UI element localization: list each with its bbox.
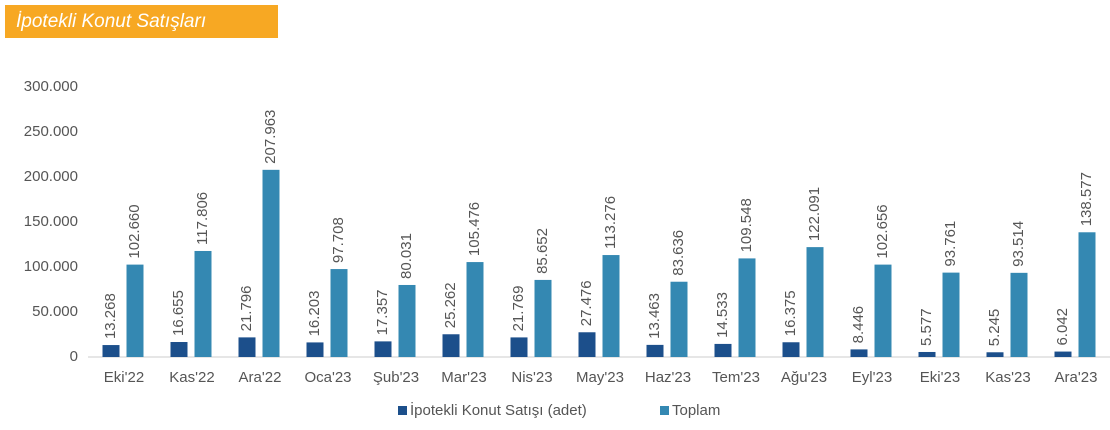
x-tick-label: Oca'23 <box>304 369 351 386</box>
y-tick-label: 50.000 <box>32 303 78 320</box>
data-label: 109.548 <box>738 198 755 252</box>
bar <box>238 337 256 357</box>
legend-label: Toplam <box>672 402 720 419</box>
x-tick-label: Kas'23 <box>985 369 1030 386</box>
data-label: 16.375 <box>782 290 799 336</box>
x-tick-label: Eki'23 <box>920 369 960 386</box>
data-label: 93.514 <box>1010 221 1027 267</box>
bar <box>874 264 892 357</box>
data-label: 80.031 <box>398 233 415 279</box>
bar <box>602 255 620 357</box>
data-label: 207.963 <box>262 110 279 164</box>
data-label: 105.476 <box>466 202 483 256</box>
x-tick-label: Mar'23 <box>441 369 486 386</box>
bar <box>1078 232 1096 357</box>
bar <box>398 284 416 357</box>
title-banner <box>5 5 278 38</box>
y-tick-label: 250.000 <box>24 123 78 140</box>
data-label: 13.463 <box>646 293 663 339</box>
bar <box>510 337 528 357</box>
bar <box>670 281 688 357</box>
data-label: 5.577 <box>918 308 935 346</box>
bar <box>738 258 756 357</box>
bar <box>918 351 936 357</box>
data-label: 85.652 <box>534 228 551 274</box>
data-label: 17.357 <box>374 289 391 335</box>
data-label: 97.708 <box>330 217 347 263</box>
data-label: 16.655 <box>170 290 187 336</box>
bar <box>306 342 324 357</box>
x-tick-label: Ara'23 <box>1055 369 1098 386</box>
x-tick-label: Kas'22 <box>169 369 214 386</box>
legend-swatch <box>660 406 669 415</box>
bar <box>942 272 960 357</box>
bar <box>102 345 120 357</box>
bar <box>466 262 484 357</box>
bar <box>1010 272 1028 357</box>
bar <box>806 247 824 357</box>
x-tick-label: Tem'23 <box>712 369 760 386</box>
data-label: 113.276 <box>602 196 619 249</box>
bar <box>646 344 664 357</box>
x-tick-label: Ağu'23 <box>781 369 827 386</box>
data-label: 27.476 <box>578 280 595 326</box>
x-tick-label: Ara'22 <box>239 369 282 386</box>
data-label: 16.203 <box>306 291 323 337</box>
x-tick-label: Şub'23 <box>373 369 419 386</box>
data-label: 83.636 <box>670 230 687 276</box>
bar <box>578 332 596 357</box>
legend-swatch <box>398 406 407 415</box>
bar <box>194 250 212 357</box>
data-label: 122.091 <box>806 187 823 241</box>
bar <box>262 169 280 357</box>
data-label: 21.796 <box>238 285 255 331</box>
data-label: 14.533 <box>714 292 731 338</box>
chart-title: İpotekli Konut Satışları <box>16 11 206 32</box>
y-tick-label: 200.000 <box>24 168 78 185</box>
data-label: 25.262 <box>442 282 459 328</box>
bar <box>442 334 460 357</box>
y-tick-label: 100.000 <box>24 258 78 275</box>
bar <box>1054 351 1072 357</box>
data-label: 93.761 <box>942 221 959 267</box>
legend-label: İpotekli Konut Satışı (adet) <box>410 401 587 419</box>
bar <box>782 342 800 357</box>
data-label: 13.268 <box>102 293 119 339</box>
data-label: 102.660 <box>126 204 143 258</box>
bar <box>850 349 868 357</box>
y-tick-label: 0 <box>70 348 78 365</box>
data-label: 21.769 <box>510 286 527 332</box>
bar <box>170 342 188 357</box>
bar <box>330 269 348 357</box>
data-label: 5.245 <box>986 309 1003 347</box>
data-label: 102.656 <box>874 204 891 258</box>
x-tick-label: Haz'23 <box>645 369 691 386</box>
data-label: 138.577 <box>1078 172 1095 226</box>
bar <box>126 264 144 357</box>
bar <box>534 279 552 357</box>
bar <box>714 343 732 357</box>
data-label: 6.042 <box>1054 308 1071 346</box>
y-tick-label: 300.000 <box>24 78 78 95</box>
x-tick-label: Eki'22 <box>104 369 144 386</box>
bar <box>374 341 392 357</box>
x-tick-label: Eyl'23 <box>852 369 892 386</box>
bar <box>986 352 1004 357</box>
y-tick-label: 150.000 <box>24 213 78 230</box>
data-label: 117.806 <box>194 192 211 245</box>
x-tick-label: May'23 <box>576 369 624 386</box>
x-tick-label: Nis'23 <box>511 369 552 386</box>
data-label: 8.446 <box>850 306 867 344</box>
